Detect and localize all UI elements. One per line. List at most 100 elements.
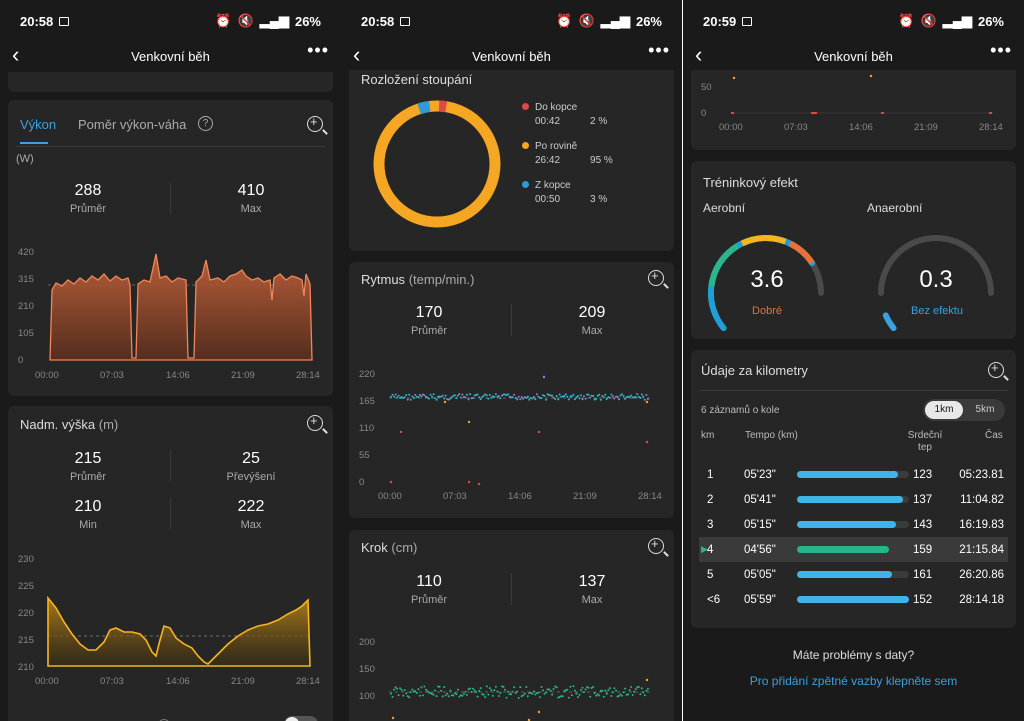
help-icon[interactable]: ? <box>198 116 213 131</box>
cadence-point <box>605 398 608 400</box>
stride-max: 137 Max <box>512 573 672 606</box>
more-options-icon[interactable]: ••• <box>648 40 670 60</box>
training-title: Tréninkový efekt <box>703 175 798 190</box>
cadence-point <box>396 396 399 399</box>
cadence-point <box>642 395 645 398</box>
cadence-point <box>580 394 582 397</box>
stride-point <box>435 695 438 698</box>
stride-point <box>616 695 619 698</box>
stride-point <box>408 696 411 699</box>
segment-5km[interactable]: 5km <box>975 404 995 415</box>
stride-point <box>633 690 636 693</box>
pace-cell: 05'23" <box>744 468 776 481</box>
cadence-point <box>595 397 598 400</box>
cadence-point <box>552 396 555 399</box>
elevation-max-value: 222 <box>237 498 265 515</box>
cadence-point <box>511 396 514 399</box>
stride-point <box>406 695 409 698</box>
toggle-switch[interactable] <box>284 716 318 721</box>
x-tick: 07:03 <box>443 491 467 502</box>
feedback-link[interactable]: Pro přidání zpětné vazby klepněte sem <box>749 674 958 688</box>
more-options-icon[interactable]: ••• <box>307 40 329 60</box>
tab-power[interactable]: Výkon <box>20 117 57 132</box>
cadence-point <box>441 394 444 397</box>
stride-point <box>598 694 601 697</box>
more-options-icon[interactable]: ••• <box>990 40 1012 60</box>
zoom-icon[interactable] <box>307 114 323 132</box>
stat-divider <box>511 304 512 336</box>
gauge-band <box>708 243 740 287</box>
stride-avg-label: Průměr <box>410 594 448 606</box>
cadence-point <box>450 396 453 399</box>
cadence-point <box>437 395 440 398</box>
stride-point <box>409 691 412 694</box>
stride-point <box>630 686 633 688</box>
cadence-point <box>631 396 634 399</box>
table-row[interactable]: ▶ 4 04'56" 159 21:15.84 <box>699 537 1008 562</box>
stride-point <box>449 689 452 692</box>
cadence-point <box>400 396 403 398</box>
table-row[interactable]: <6 05'59" 152 28:14.18 <box>699 587 1008 612</box>
cadence-point <box>546 393 549 396</box>
stride-point <box>446 692 449 695</box>
alarm-icon: ⏰ <box>898 13 915 28</box>
stride-point <box>520 695 523 698</box>
zoom-icon[interactable] <box>648 268 664 286</box>
table-row[interactable]: 1 05'23" 123 05:23.81 <box>699 462 1008 487</box>
top-bar: ‹ Venkovní běh ••• <box>0 40 341 72</box>
cadence-point <box>447 398 450 401</box>
zoom-icon[interactable] <box>988 360 1004 378</box>
stride-point <box>499 691 502 694</box>
stride-point <box>599 689 602 692</box>
stride-point <box>522 694 525 697</box>
y-tick: 0 <box>18 355 24 366</box>
stride-point <box>573 689 576 692</box>
zoom-icon[interactable] <box>307 413 323 431</box>
cadence-point <box>575 396 578 399</box>
cadence-point <box>504 393 506 396</box>
y-tick: 0 <box>359 477 365 488</box>
status-time: 20:59 <box>703 13 737 29</box>
stride-point <box>519 686 522 689</box>
stride-point <box>425 688 427 691</box>
back-icon[interactable]: ‹ <box>695 42 703 67</box>
page-title: Venkovní běh <box>472 48 551 64</box>
slope-card: Rozložení stoupání Do kopce 00:42 2 % Po … <box>349 70 674 251</box>
pace-bar-fill <box>797 546 889 553</box>
cadence-point <box>619 394 622 397</box>
cadence-point <box>502 393 505 396</box>
cadence-point <box>615 395 617 398</box>
stat-divider <box>170 450 171 482</box>
tab-power-weight[interactable]: Poměr výkon-váha <box>78 117 187 132</box>
zoom-icon[interactable] <box>648 536 664 554</box>
table-row[interactable]: 2 05'41" 137 11:04.82 <box>699 487 1008 512</box>
stride-point <box>447 695 450 698</box>
table-row[interactable]: 5 05'05" 161 26:20.86 <box>699 562 1008 587</box>
stride-point <box>580 689 582 691</box>
cadence-point <box>481 396 484 398</box>
stride-point <box>517 696 520 699</box>
cadence-point <box>403 396 406 399</box>
stride-point <box>431 692 433 695</box>
stride-point <box>491 694 494 697</box>
x-tick: 07:03 <box>784 122 808 133</box>
chart-card-partial: 50 0 00:00 07:03 14:06 21:09 28:14 <box>691 70 1016 150</box>
elevation-chart <box>47 595 311 667</box>
stride-point <box>497 695 500 697</box>
stride-point <box>540 686 543 688</box>
x-tick: 21:09 <box>914 122 938 133</box>
cadence-point <box>418 393 421 396</box>
divider <box>699 390 1008 391</box>
stride-max-value: 137 <box>578 573 606 590</box>
back-icon[interactable]: ‹ <box>353 42 361 67</box>
segment-1km[interactable]: 1km <box>925 401 963 419</box>
signal-icon: ▂▄▆ <box>942 13 972 28</box>
stride-point <box>587 686 590 689</box>
pace-cell: 05'15" <box>744 518 776 531</box>
cadence-point <box>590 394 593 397</box>
stride-point <box>525 686 528 688</box>
table-row[interactable]: 3 05'15" 143 16:19.83 <box>699 512 1008 537</box>
back-icon[interactable]: ‹ <box>12 42 20 67</box>
elevation-unit: (m) <box>98 417 119 432</box>
y-tick: 220 <box>18 608 34 619</box>
